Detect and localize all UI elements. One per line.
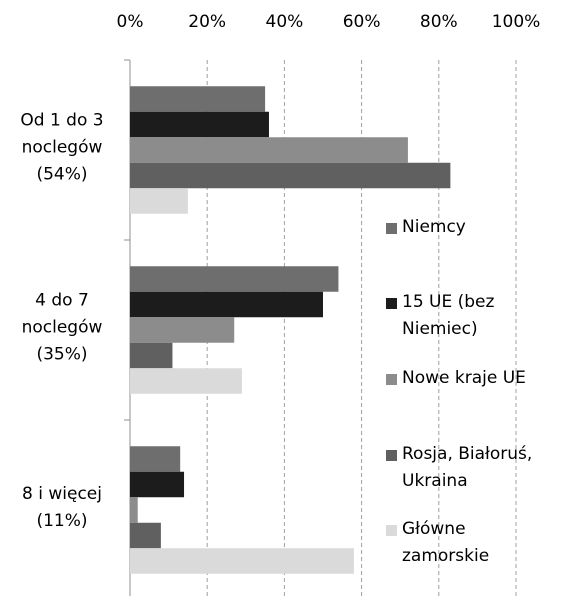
- x-tick-label: 60%: [343, 12, 381, 32]
- bar: [130, 188, 188, 214]
- category-label: 8 i więcej (11%): [22, 484, 102, 531]
- bar: [130, 342, 173, 369]
- x-tick-label: 0%: [117, 12, 144, 32]
- x-tick-label: 100%: [492, 12, 541, 32]
- bar: [130, 471, 185, 498]
- category-label: Od 1 do 3 noclegów (54%): [20, 110, 104, 185]
- bar: [130, 446, 181, 472]
- bar: [130, 266, 339, 292]
- bar: [130, 548, 354, 574]
- x-tick-label: 40%: [266, 12, 304, 32]
- legend-label: Nowe kraje UE: [402, 368, 526, 388]
- legend-swatch: [386, 525, 397, 536]
- bar: [130, 522, 161, 549]
- x-tick-label: 80%: [420, 12, 458, 32]
- bar: [130, 291, 323, 318]
- legend-label: Niemcy: [402, 217, 466, 237]
- bar: [130, 137, 408, 163]
- bar: [130, 317, 235, 343]
- category-label: 4 do 7 noclegów (35%): [21, 290, 103, 365]
- legend-swatch: [386, 374, 397, 385]
- bar: [130, 111, 269, 138]
- bar: [130, 162, 451, 189]
- legend-swatch: [386, 298, 397, 309]
- x-tick-label: 20%: [188, 12, 226, 32]
- bar: [130, 368, 242, 394]
- legend-label: Rosja, Białoruś, Ukraina: [402, 444, 533, 491]
- bar: [130, 86, 266, 112]
- bar: [130, 497, 138, 523]
- legend-label: Główne zamorskie: [402, 519, 490, 566]
- legend-swatch: [386, 223, 397, 234]
- legend-swatch: [386, 450, 397, 461]
- legend-label: 15 UE (bez Niemiec): [402, 292, 495, 339]
